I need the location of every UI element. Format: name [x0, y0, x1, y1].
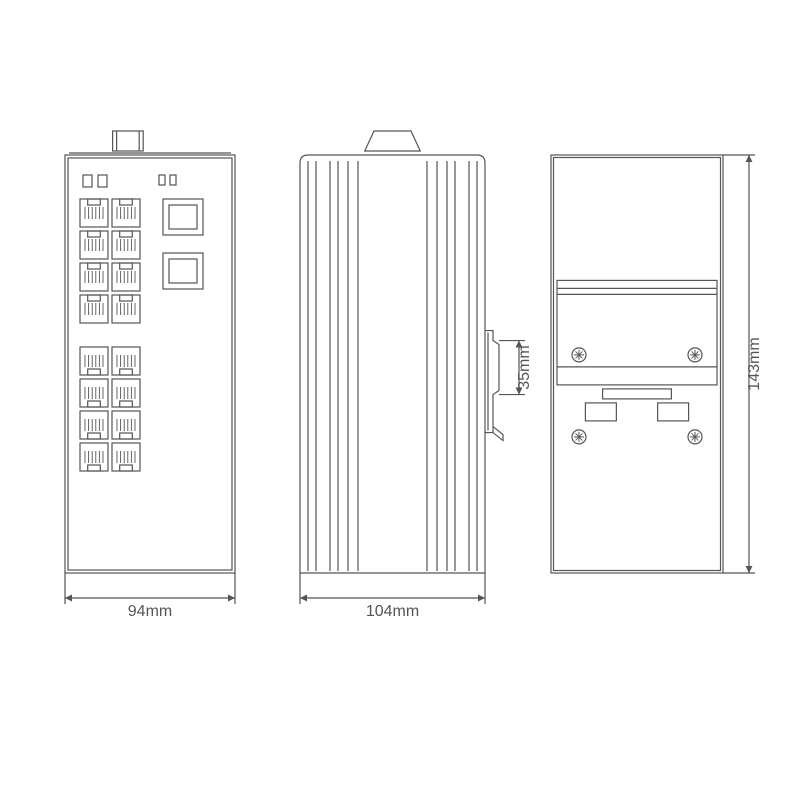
svg-text:143mm: 143mm: [746, 337, 763, 390]
engineering-three-view-svg: 94mm 35mm 104mm 143mm: [0, 0, 800, 800]
svg-text:104mm: 104mm: [366, 603, 419, 620]
svg-text:94mm: 94mm: [128, 603, 172, 620]
svg-text:35mm: 35mm: [516, 345, 533, 389]
